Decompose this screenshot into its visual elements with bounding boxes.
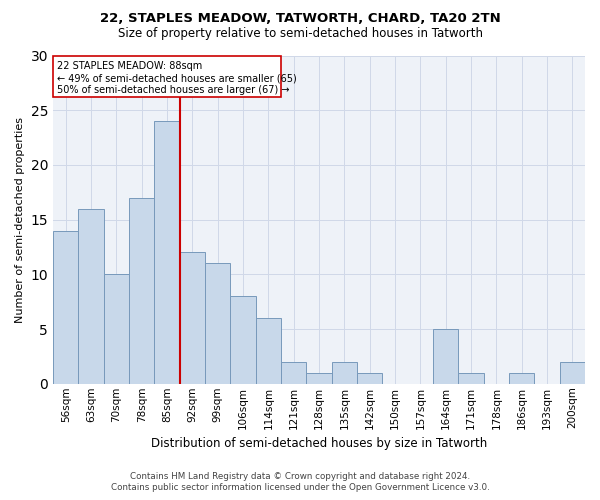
Bar <box>79 208 104 384</box>
Text: 22, STAPLES MEADOW, TATWORTH, CHARD, TA20 2TN: 22, STAPLES MEADOW, TATWORTH, CHARD, TA2… <box>100 12 500 26</box>
Y-axis label: Number of semi-detached properties: Number of semi-detached properties <box>15 116 25 322</box>
Bar <box>104 274 129 384</box>
Bar <box>433 329 458 384</box>
Bar <box>560 362 585 384</box>
Bar <box>205 264 230 384</box>
Text: Contains HM Land Registry data © Crown copyright and database right 2024.
Contai: Contains HM Land Registry data © Crown c… <box>110 472 490 492</box>
Bar <box>307 373 332 384</box>
Text: 22 STAPLES MEADOW: 88sqm: 22 STAPLES MEADOW: 88sqm <box>57 61 202 71</box>
X-axis label: Distribution of semi-detached houses by size in Tatworth: Distribution of semi-detached houses by … <box>151 437 487 450</box>
Bar <box>129 198 154 384</box>
Bar <box>154 121 179 384</box>
Text: ← 49% of semi-detached houses are smaller (65): ← 49% of semi-detached houses are smalle… <box>57 73 296 83</box>
Bar <box>509 373 535 384</box>
Bar <box>179 252 205 384</box>
Bar <box>256 318 281 384</box>
Text: Size of property relative to semi-detached houses in Tatworth: Size of property relative to semi-detach… <box>118 28 482 40</box>
Bar <box>230 296 256 384</box>
Bar <box>332 362 357 384</box>
Bar <box>458 373 484 384</box>
Bar <box>53 230 79 384</box>
FancyBboxPatch shape <box>53 56 281 97</box>
Text: 50% of semi-detached houses are larger (67) →: 50% of semi-detached houses are larger (… <box>57 85 289 95</box>
Bar <box>357 373 382 384</box>
Bar <box>281 362 307 384</box>
